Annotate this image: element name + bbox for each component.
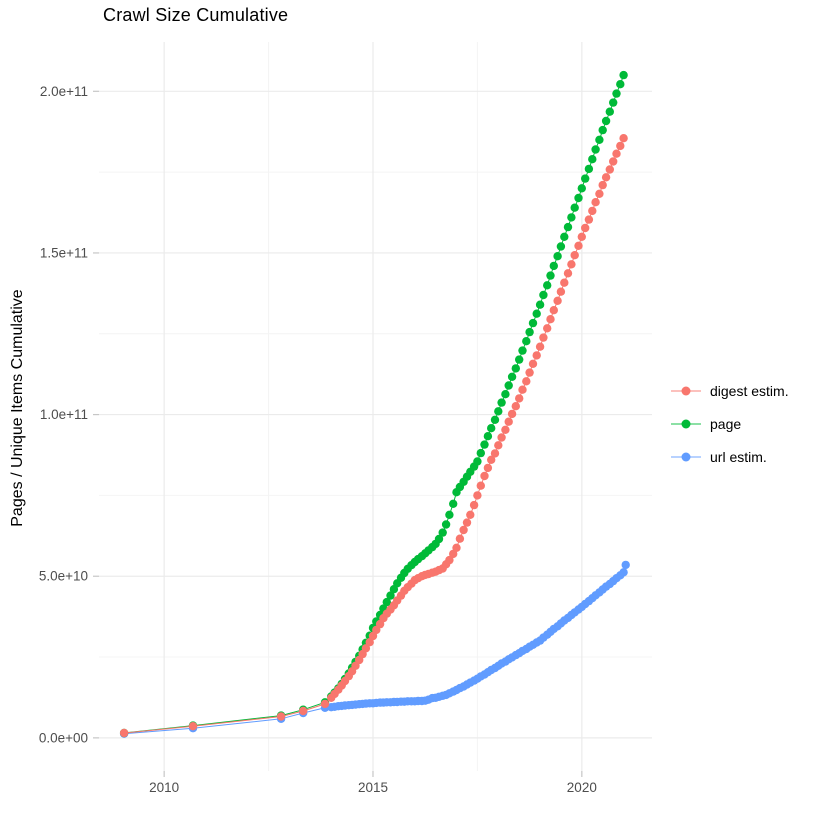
legend-item-url-estim: url estim. [671, 440, 821, 473]
series-digest-estim [119, 134, 628, 738]
series-line [124, 564, 627, 735]
x-tick-label: 2010 [149, 780, 179, 795]
y-tick-label: 0.0e+00 [39, 730, 88, 745]
legend-item-label: page [710, 415, 742, 432]
y-tick-label: 2.0e+11 [40, 84, 88, 99]
y-tick-label: 1.0e+11 [40, 407, 88, 422]
x-tick-label: 2020 [567, 780, 597, 795]
gridlines-minor [99, 42, 652, 771]
legend-item-page: page [671, 407, 821, 440]
legend: digest estim. page url estim. [671, 374, 821, 473]
legend-item-label: digest estim. [710, 382, 789, 399]
y-tick-label: 1.5e+11 [40, 245, 88, 260]
legend-key-icon [671, 386, 701, 396]
x-tick-label: 2015 [358, 780, 388, 795]
legend-key-icon [671, 419, 701, 429]
series-url-estim [119, 560, 630, 738]
legend-item-label: url estim. [710, 448, 767, 465]
gridlines-major [99, 42, 652, 771]
axes: 2010 2015 2020 0.0e+00 5.0e+10 1.0e+11 1.5e+11… [39, 84, 597, 795]
chart-title: Crawl Size Cumulative [103, 5, 289, 25]
legend-item-digest-estim: digest estim. [671, 374, 821, 407]
y-tick-label: 5.0e+10 [39, 569, 88, 584]
legend-key-icon [671, 452, 701, 462]
series-line [124, 138, 625, 734]
